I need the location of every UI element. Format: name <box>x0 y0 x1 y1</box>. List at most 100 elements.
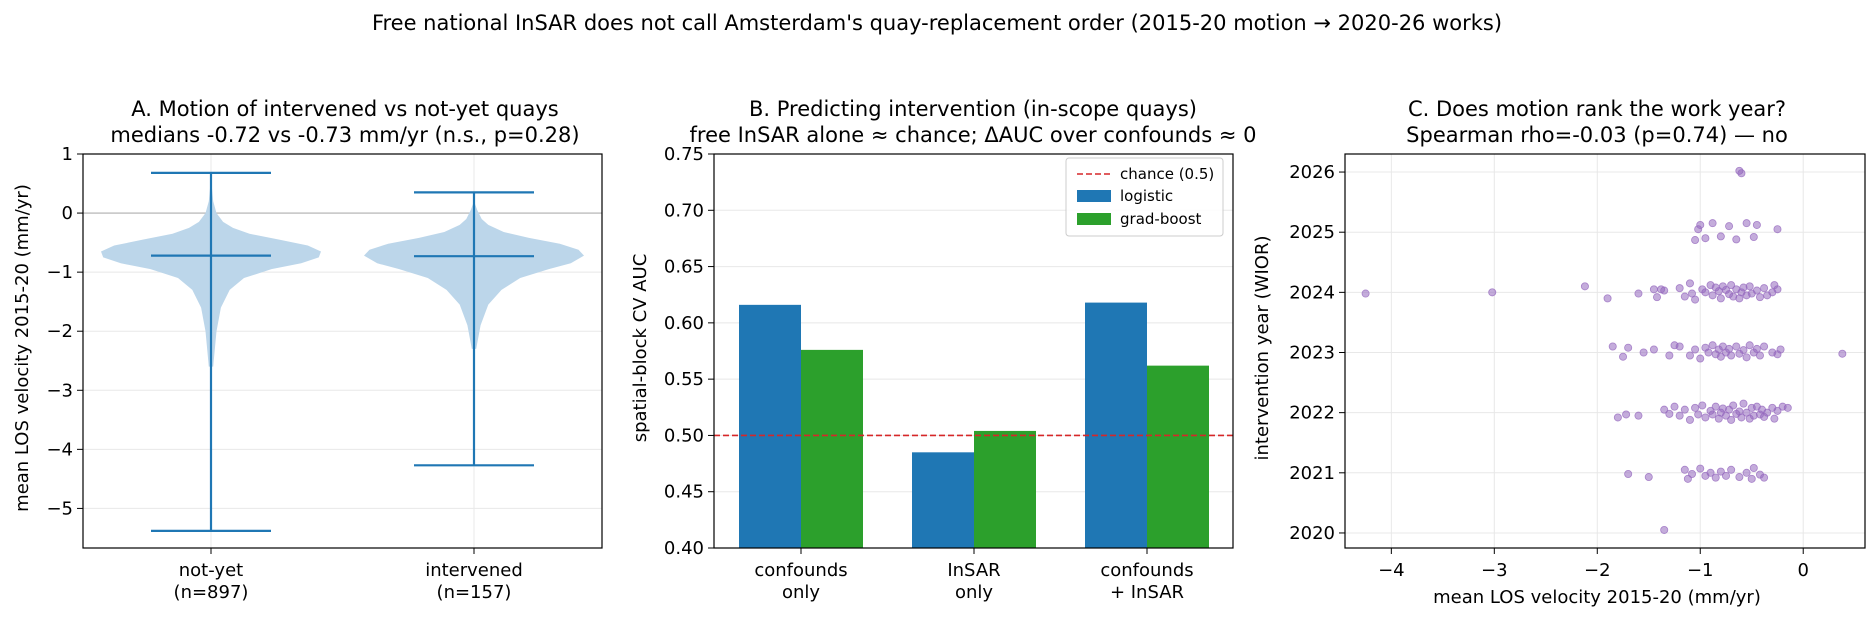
panel-a-xtick-label-intervened-line2: (n=157) <box>437 582 512 603</box>
scatter-point <box>1685 279 1694 288</box>
scatter-point <box>1755 351 1764 360</box>
legend-gradboost-label: grad-boost <box>1120 210 1202 228</box>
panel-b-xtick-label-confounds-insar-line2: + InSAR <box>1110 582 1184 603</box>
scatter-point <box>1708 219 1717 228</box>
legend-gradboost-swatch <box>1077 213 1111 225</box>
legend-logistic-swatch <box>1077 190 1111 202</box>
scatter-point <box>1660 405 1669 414</box>
scatter-point <box>1739 399 1748 408</box>
panel-c-axes-frame <box>1344 153 1866 549</box>
panel-b-ytick-label: 0.55 <box>664 369 704 390</box>
scatter-point <box>1696 464 1705 473</box>
panel-a-ytick-label: 0 <box>62 203 73 224</box>
legend-logistic-label: logistic <box>1120 187 1173 205</box>
panel-c-ylabel: intervention year (WIOR) <box>1252 236 1273 461</box>
scatter-point <box>1783 403 1792 412</box>
panel-c-xtick-label: 0 <box>1797 560 1808 581</box>
scatter-point <box>1752 220 1761 229</box>
scatter-point <box>1749 463 1758 472</box>
scatter-point <box>1653 293 1662 302</box>
scatter-point <box>1619 352 1628 361</box>
scatter-point <box>1688 470 1697 479</box>
scatter-point <box>1773 285 1782 294</box>
scatter-point <box>1749 233 1758 242</box>
scatter-point <box>1639 348 1648 357</box>
scatter-point <box>1670 402 1679 411</box>
scatter-point <box>1708 291 1717 300</box>
panel-b-xtick-label-insar-only-line2: only <box>955 582 993 603</box>
panel-a-xtick-label-not-yet-line1: not-yet <box>179 560 243 581</box>
panel-a-violin-chart: A. Motion of intervened vs not-yet quays… <box>12 97 603 603</box>
scatter-point <box>1708 410 1717 419</box>
scatter-point <box>1701 413 1710 422</box>
panel-c-ytick-label: 2020 <box>1289 523 1335 544</box>
scatter-point <box>1685 415 1694 424</box>
scatter-point <box>1752 286 1761 295</box>
scatter-point <box>1763 408 1772 417</box>
scatter-point <box>1732 235 1741 244</box>
panel-a-xtick-label-intervened-line1: intervened <box>425 560 523 581</box>
scatter-point <box>1716 352 1725 361</box>
panel-c-xtick-label: −3 <box>1481 560 1508 581</box>
panel-a-xtick-label-not-yet-line2: (n=897) <box>174 582 249 603</box>
scatter-point <box>1737 413 1746 422</box>
panel-b-xtick-label-confounds-only-line1: confounds <box>754 560 847 581</box>
scatter-point <box>1727 281 1736 290</box>
scatter-point <box>1745 341 1754 350</box>
scatter-point <box>1694 410 1703 419</box>
panel-b-legend: chance (0.5) logistic grad-boost <box>1065 157 1224 237</box>
scatter-point <box>1696 354 1705 363</box>
panel-b-title-line1: B. Predicting intervention (in-scope qua… <box>749 97 1197 121</box>
scatter-point <box>1624 470 1633 479</box>
panel-c-title-line2: Spearman rho=-0.03 (p=0.74) — no <box>1406 123 1788 147</box>
scatter-point <box>1622 410 1631 419</box>
panel-b-title-line2: free InSAR alone ≈ chance; ΔAUC over con… <box>690 123 1257 147</box>
scatter-point <box>1649 285 1658 294</box>
scatter-point <box>1613 413 1622 422</box>
scatter-point <box>1760 342 1769 351</box>
panel-b-xtick-label-insar-only-line1: InSAR <box>947 560 1000 581</box>
scatter-point <box>1698 401 1707 410</box>
scatter-point <box>1729 401 1738 410</box>
scatter-point <box>1838 349 1847 358</box>
scatter-point <box>1361 289 1370 298</box>
scatter-point <box>1711 473 1720 482</box>
panel-b-ytick-label: 0.50 <box>664 425 704 446</box>
panel-a-ytick-label: −2 <box>46 321 73 342</box>
scatter-point <box>1644 473 1653 482</box>
panel-b-ylabel: spatial-block CV AUC <box>630 254 651 443</box>
scatter-point <box>1701 288 1710 297</box>
panel-a-ytick-label: −1 <box>46 262 73 283</box>
scatter-point <box>1745 282 1754 291</box>
panel-b-ytick-label: 0.40 <box>664 538 704 559</box>
scatter-point <box>1721 471 1730 480</box>
panel-c-ytick-label: 2026 <box>1289 162 1335 183</box>
scatter-point <box>1716 232 1725 241</box>
panel-c-xtick-label: −1 <box>1687 560 1714 581</box>
scatter-point <box>1691 345 1700 354</box>
bar-gradboost <box>801 349 863 548</box>
scatter-point <box>1608 342 1617 351</box>
scatter-point <box>1776 345 1785 354</box>
panel-c-ytick-label: 2022 <box>1289 403 1335 424</box>
scatter-point <box>1727 351 1736 360</box>
panel-a-ytick-label: −4 <box>46 439 73 460</box>
scatter-point <box>1634 411 1643 420</box>
bar-gradboost <box>974 430 1036 548</box>
scatter-point <box>1660 525 1669 534</box>
panel-c-title-line1: C. Does motion rank the work year? <box>1408 97 1786 121</box>
panel-a-ytick-label: −3 <box>46 380 73 401</box>
scatter-point <box>1735 473 1744 482</box>
scatter-point <box>1760 473 1769 482</box>
panel-b-ytick-label: 0.65 <box>664 257 704 278</box>
panel-a-title-line1: A. Motion of intervened vs not-yet quays <box>131 97 558 121</box>
scatter-point <box>1732 342 1741 351</box>
scatter-point <box>1755 293 1764 302</box>
panel-b-xtick-label-confounds-insar-line1: confounds <box>1100 560 1193 581</box>
panel-a-ytick-label: −5 <box>46 498 73 519</box>
panel-c-xlabel: mean LOS velocity 2015-20 (mm/yr) <box>1433 587 1761 608</box>
panel-c-ytick-label: 2023 <box>1289 343 1335 364</box>
scatter-point <box>1773 406 1782 415</box>
panel-b-ytick-label: 0.75 <box>664 144 704 165</box>
panel-c-ytick-label: 2021 <box>1289 463 1335 484</box>
